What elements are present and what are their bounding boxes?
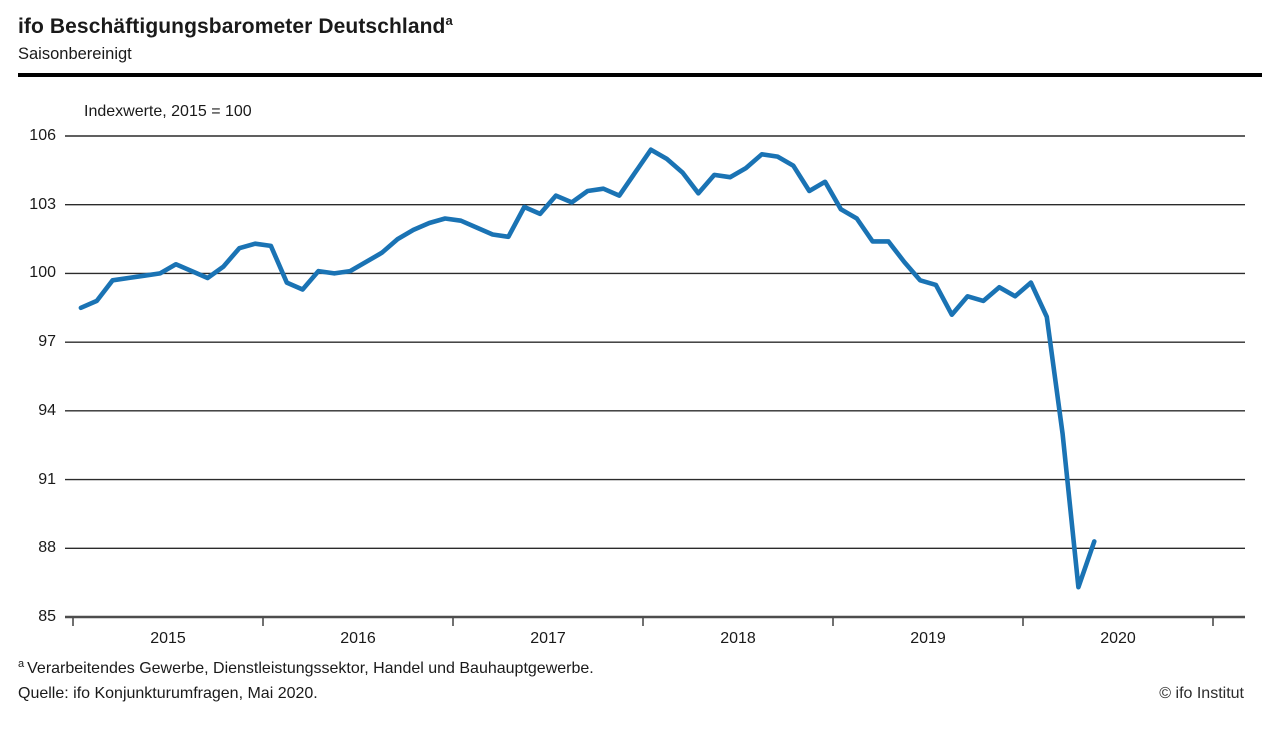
x-axis-label: 2016 [340,630,376,647]
y-axis-label: 106 [29,127,56,144]
chart-title-text: ifo Beschäftigungsbarometer Deutschland [18,15,446,38]
chart-subtitle: Saisonbereinigt [18,45,132,63]
y-axis-label: 94 [38,401,56,419]
axis-unit-note: Indexwerte, 2015 = 100 [84,103,252,120]
y-axis-label: 88 [38,539,56,557]
y-axis-label: 91 [38,470,56,488]
copyright-note: © ifo Institut [1159,685,1244,702]
x-axis-label: 2015 [150,630,186,647]
footnote-text: Verarbeitendes Gewerbe, Dienstleistungss… [27,660,594,678]
x-axis-label: 2018 [720,630,756,647]
y-axis-label: 85 [38,608,56,625]
y-axis-label: 103 [29,195,56,213]
chart-title-footnote-marker: a [445,13,453,28]
chart-title: ifo Beschäftigungsbarometer Deutschlanda [18,13,453,39]
source-note: Quelle: ifo Konjunkturumfragen, Mai 2020… [18,685,318,702]
footnote-marker: a [18,658,25,670]
data-line [78,147,1097,590]
y-axis-label: 97 [38,333,56,351]
y-axis-label: 100 [29,264,56,282]
x-axis-label: 2019 [910,630,946,647]
footnote: a Verarbeitendes Gewerbe, Dienstleistungs… [18,658,594,678]
header-divider [18,73,1262,77]
x-axis-label: 2017 [530,630,566,647]
x-axis-label: 2020 [1100,630,1136,647]
